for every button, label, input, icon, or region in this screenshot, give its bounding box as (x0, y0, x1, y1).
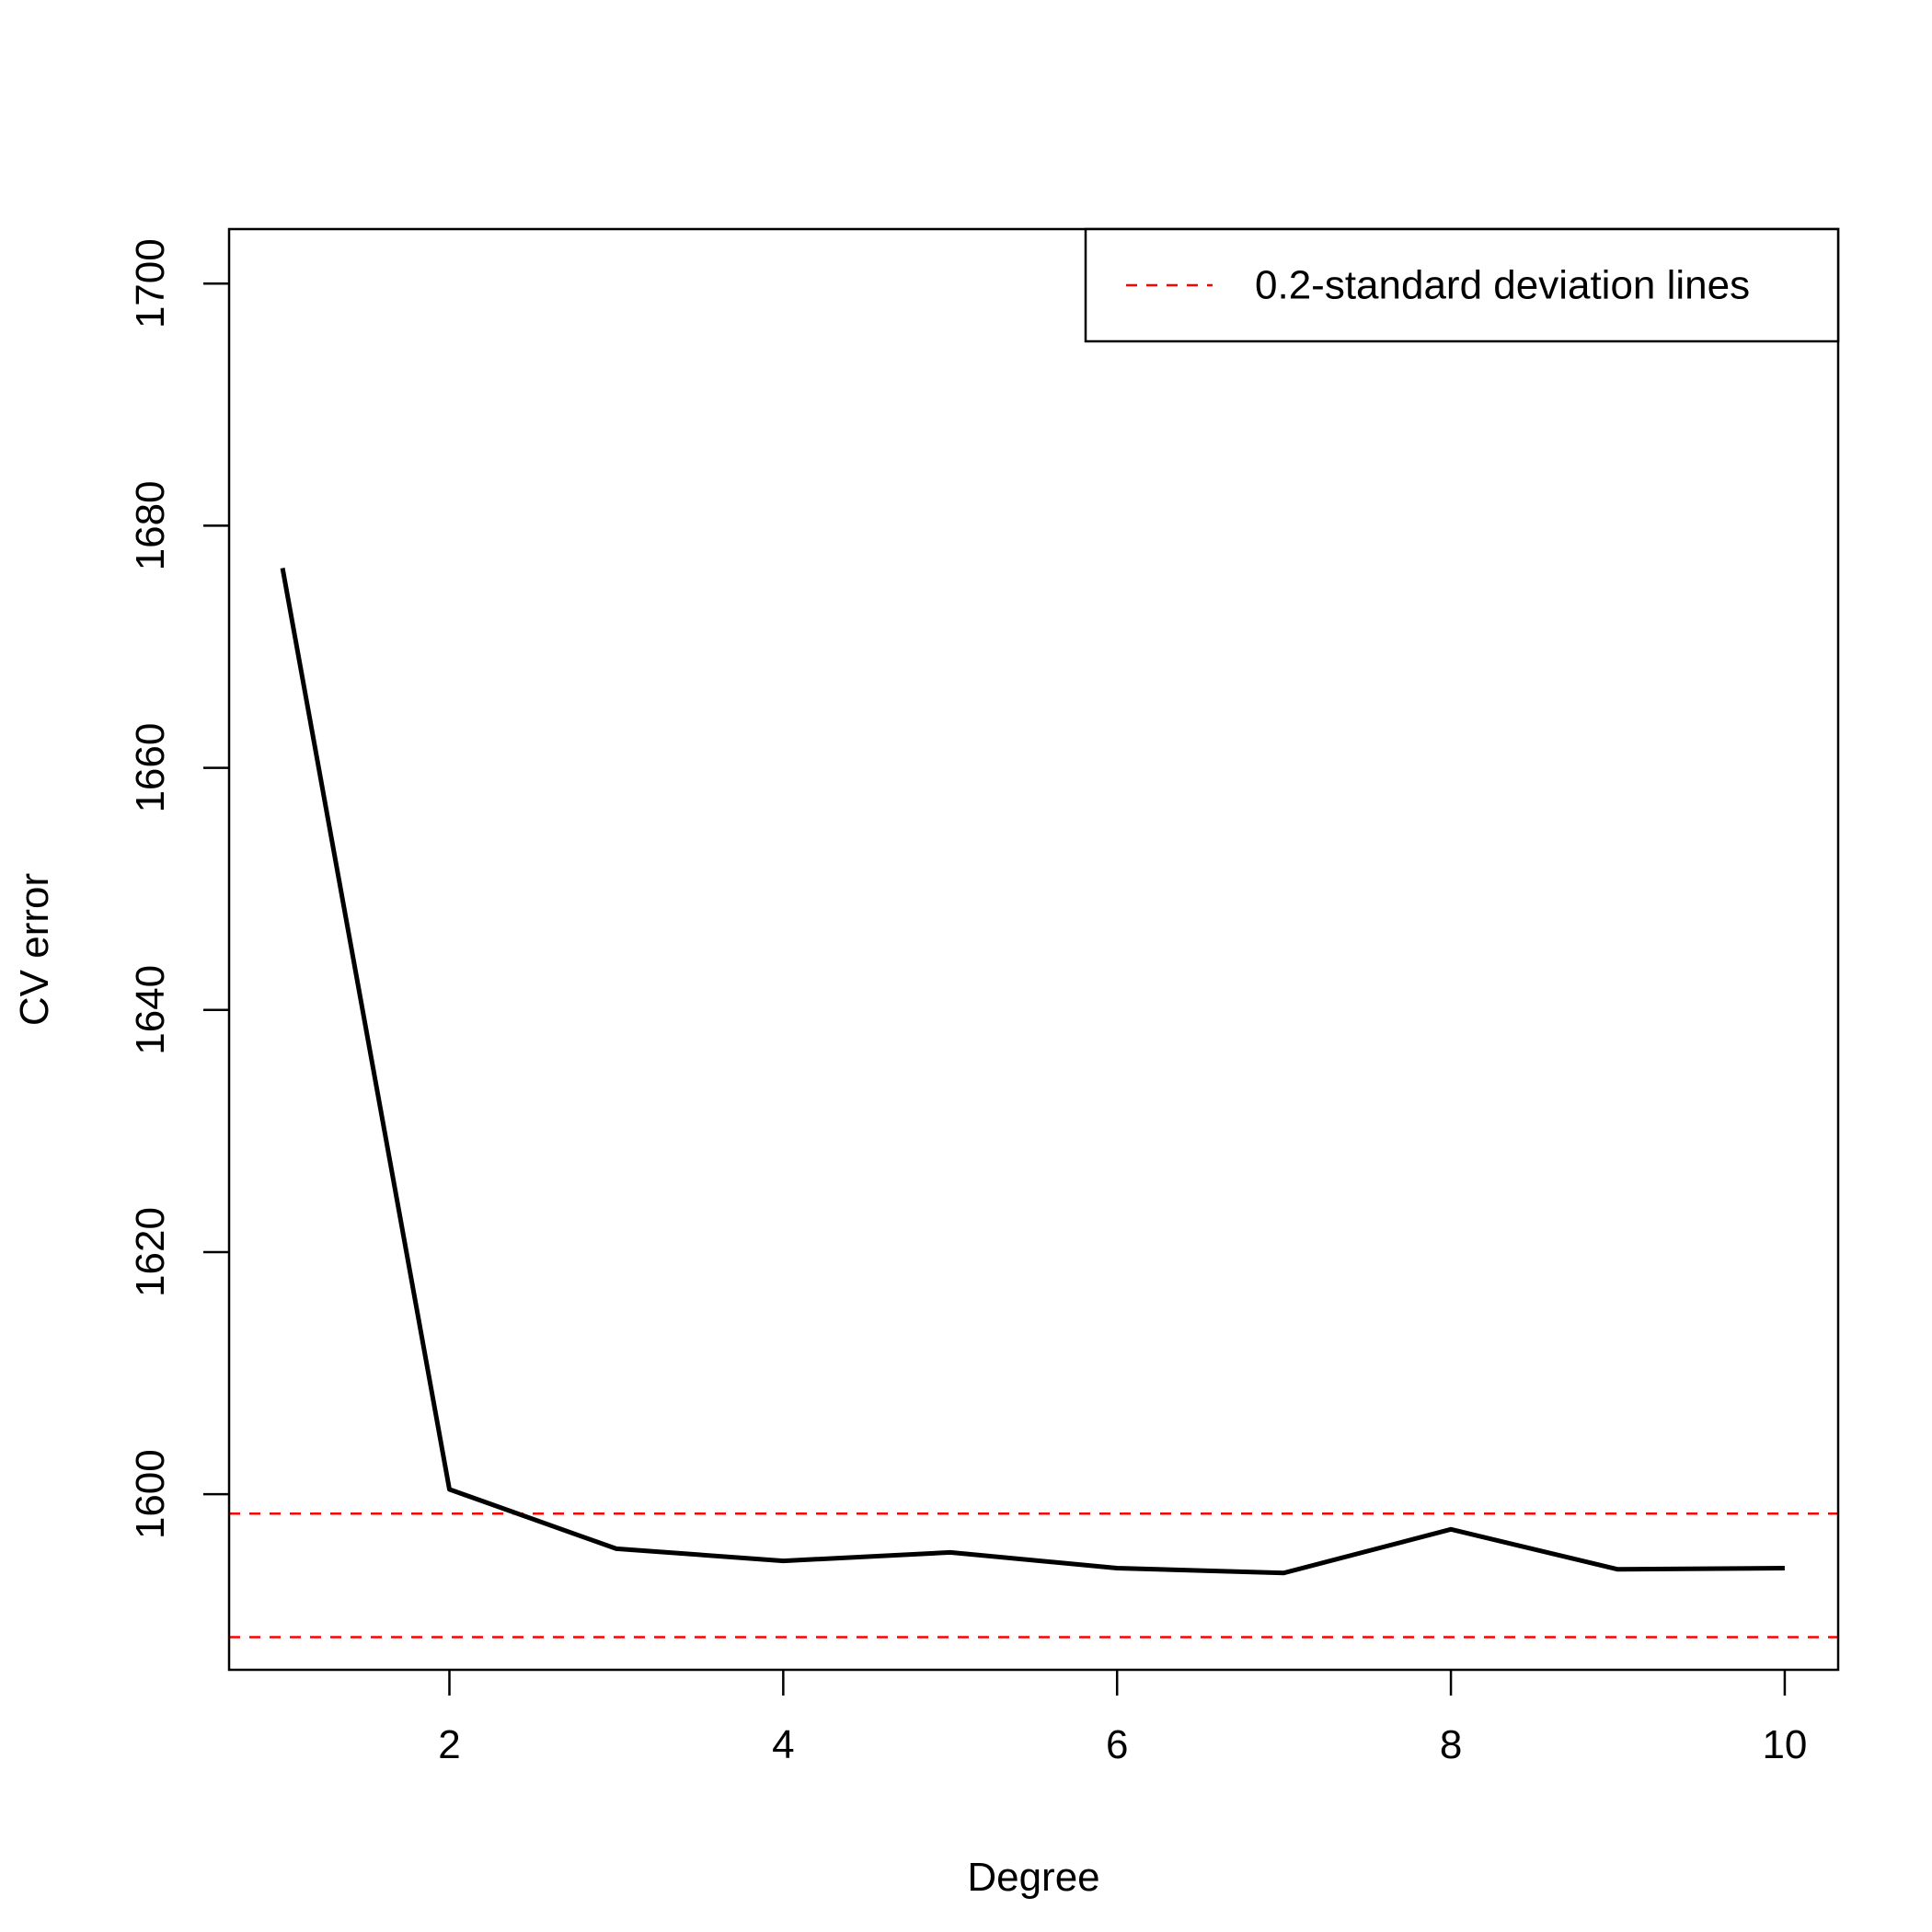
x-tick-label: 2 (438, 1722, 460, 1767)
plot-frame (227, 227, 1840, 1672)
legend: 0.2-standard deviation lines (1084, 227, 1840, 343)
y-tick-label: 1620 (128, 1207, 173, 1297)
x-tick-label: 6 (1106, 1722, 1128, 1767)
series-layer (280, 568, 1785, 1576)
y-tick-label: 1680 (128, 480, 173, 570)
y-tick-label: 1700 (128, 238, 173, 328)
y-tick-label: 1640 (128, 965, 173, 1055)
y-axis-label: CV error (12, 873, 57, 1026)
reference-lines (229, 1512, 1838, 1639)
x-tick-label: 8 (1440, 1722, 1462, 1767)
cv-error-line (280, 568, 1785, 1576)
x-axis: 2 4 6 8 10 (438, 1670, 1807, 1767)
x-axis-label: Degree (967, 1855, 1099, 1900)
x-tick-label: 10 (1762, 1722, 1807, 1767)
legend-label: 0.2-standard deviation lines (1255, 263, 1750, 308)
y-axis: 1600 1620 1640 1660 1680 1700 (128, 238, 229, 1539)
x-tick-label: 4 (772, 1722, 794, 1767)
y-tick-label: 1660 (128, 723, 173, 813)
y-tick-label: 1600 (128, 1449, 173, 1539)
